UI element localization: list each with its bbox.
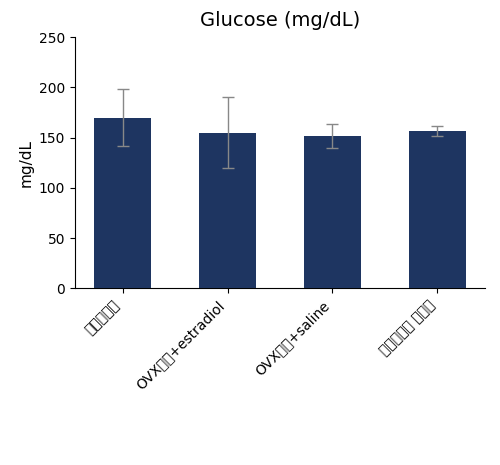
Title: Glucose (mg/dL): Glucose (mg/dL) — [200, 11, 360, 30]
Bar — [198, 133, 256, 288]
Bar — [304, 136, 362, 288]
Bar — [408, 131, 467, 288]
Bar — [94, 118, 152, 288]
Y-axis label: mg/dL: mg/dL — [18, 139, 34, 187]
